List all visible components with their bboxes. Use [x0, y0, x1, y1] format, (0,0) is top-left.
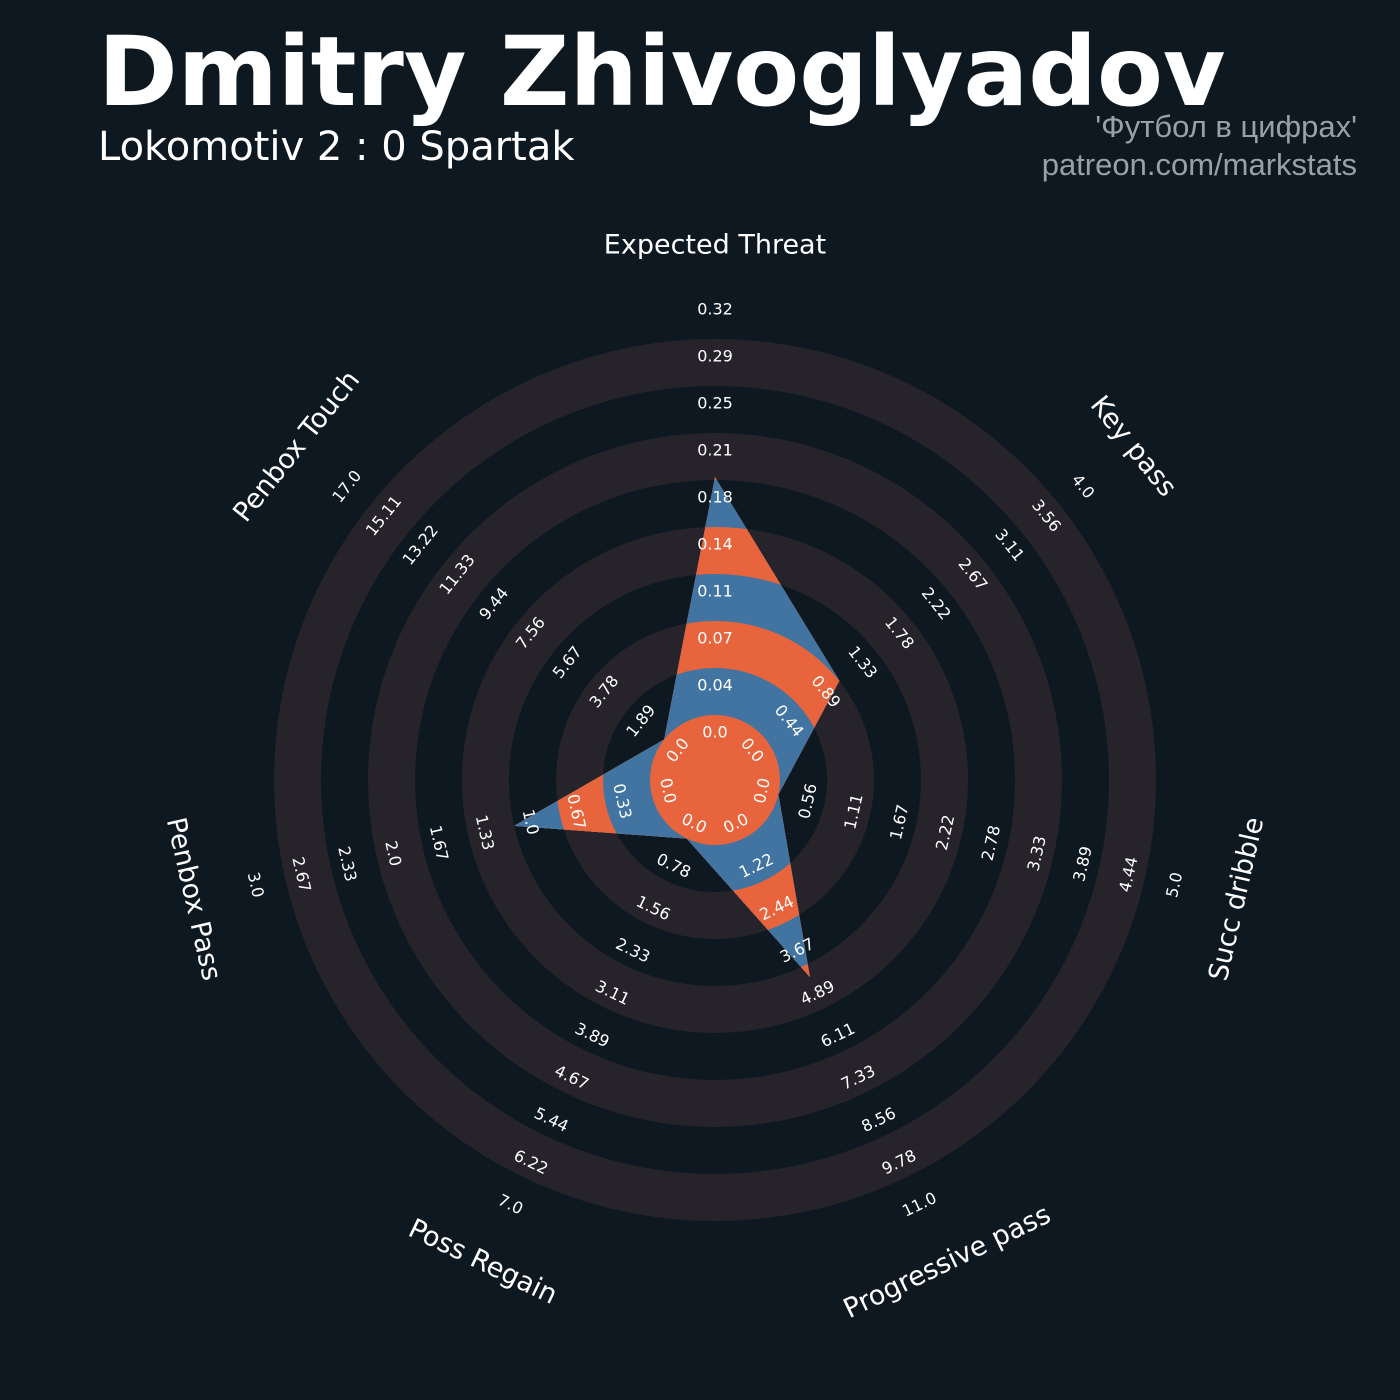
- radar-tick-label: 0.0: [702, 723, 727, 742]
- radar-category-label: Expected Threat: [604, 230, 826, 261]
- radar-tick-label: 0.07: [697, 629, 733, 648]
- radar-tick-label: 0.18: [697, 488, 733, 507]
- radar-tick-label: 0.25: [697, 394, 733, 413]
- credit-source: 'Футбол в цифрах': [1095, 109, 1357, 144]
- radar-tick-label: 0.32: [697, 300, 733, 319]
- credit-block: 'Футбол в цифрах' patreon.com/markstats: [1042, 108, 1357, 184]
- radar-tick-label: 0.21: [697, 441, 733, 460]
- radar-tick-label: 0.11: [697, 582, 733, 601]
- radar-tick-label: 0.04: [697, 676, 733, 695]
- match-result-subtitle: Lokomotiv 2 : 0 Spartak: [98, 124, 575, 170]
- radar-tick-label: 0.14: [697, 535, 733, 554]
- credit-link[interactable]: patreon.com/markstats: [1041, 146, 1357, 182]
- player-name-title: Dmitry Zhivoglyadov: [98, 16, 1226, 128]
- radar-category-label: Succ dribble: [1203, 814, 1270, 983]
- radar-inner-disk: [650, 715, 780, 845]
- radar-tick-label: 0.29: [697, 347, 733, 366]
- radar-category-label: Penbox Pass: [160, 815, 227, 984]
